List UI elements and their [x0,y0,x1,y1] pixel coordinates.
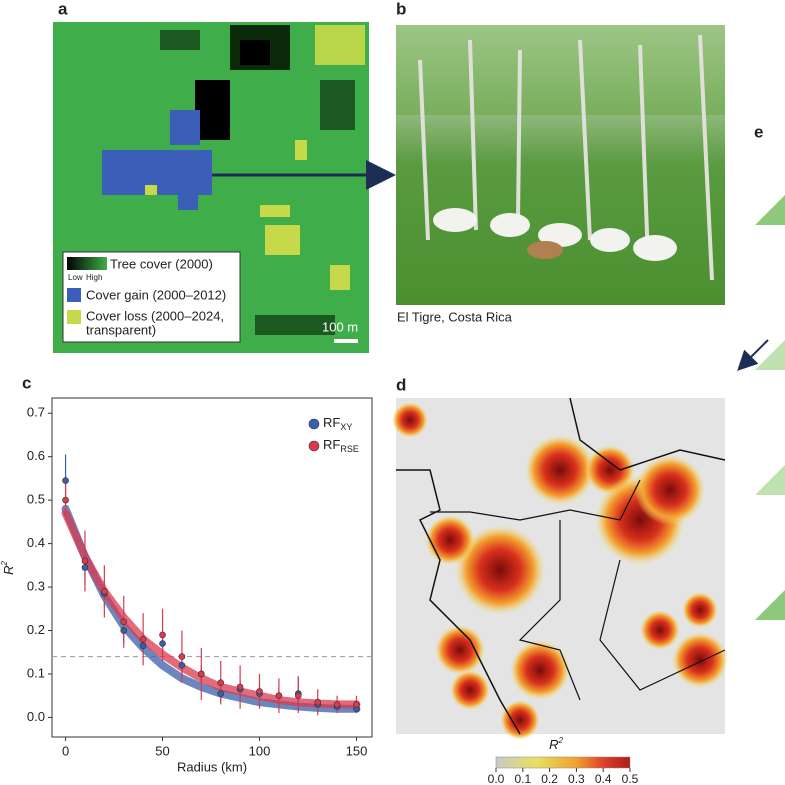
point [159,640,166,647]
legend-text: High [86,273,102,282]
point [139,642,147,650]
legend-subscript: RSE [340,444,359,454]
legend-name: RF [323,415,340,430]
point [81,557,89,565]
y-axis-label-text: R [1,566,16,575]
panel-label: b [396,0,406,18]
point [217,690,225,697]
point [120,627,128,634]
point [81,564,89,571]
y-axis-label-sup: 2 [0,561,9,567]
point [159,631,166,639]
colorbar-tick-label: 0.1 [514,772,531,785]
legend-text: Cover loss (2000–2024, [86,308,224,323]
panel-label: a [58,0,68,18]
y-tick-label: 0.2 [27,622,45,637]
y-tick-label: 0.5 [27,492,45,507]
map-d [392,397,728,740]
y-axis-label: R2 [0,561,16,575]
legend-subscript: XY [340,422,352,432]
point [295,692,302,700]
scale-label: 100 m [322,319,358,334]
caption: El Tigre, Costa Rica [397,309,513,324]
legend-text: RFRSE [323,437,359,454]
point [236,683,244,691]
point [62,477,69,484]
colorbar-tick-label: 0.3 [568,772,585,785]
point [62,496,69,504]
point [256,688,263,695]
panel-label: d [396,375,406,394]
legend-text: Cover gain (2000–2012) [86,287,226,302]
x-tick-label: 100 [249,743,271,758]
y-tick-label: 0.3 [27,578,45,593]
x-axis-label: Radius (km) [177,759,247,774]
legend-text: Tree cover (2000) [110,256,213,271]
x-tick-label: 50 [155,743,169,758]
point [120,618,128,626]
x-tick-label: 0 [62,743,69,758]
legend-a: Tree cover (2000) Low High Cover gain (2… [62,251,241,343]
point [139,635,147,643]
legend-text: RFXY [323,415,352,432]
legend-name: RF [323,437,340,452]
colorbar-tick-label: 0.2 [541,772,558,785]
scale-bar [334,339,358,343]
colorbar-tick-label: 0.0 [488,772,505,785]
point [217,679,225,686]
panel-label: e [754,122,763,141]
panel-e-shapes [737,195,785,620]
colorbar-tick-label: 0.5 [622,772,639,785]
colorbar-tick-label: 0.4 [595,772,612,785]
point [178,661,186,669]
y-tick-label: 0.6 [27,448,45,463]
legend-text: Low [68,273,83,282]
plot-frame [51,397,373,738]
point [333,701,341,708]
legend-marker [308,440,320,452]
point [275,692,283,700]
colorbar: R2 0.0 0.1 0.2 0.3 0.4 0.5 [488,736,639,785]
fit-curve [61,509,361,709]
panel-label: c [22,373,31,392]
point [178,653,186,660]
y-tick-label: 0.1 [27,665,45,680]
y-tick-label: 0.0 [27,709,45,724]
colorbar-label: R2 [549,736,563,752]
point [353,701,360,708]
point [314,698,321,706]
chart: 0.0 0.1 0.2 0.3 0.4 0.5 0.6 0.7 0 50 100 150 Radius … [0,397,373,774]
photo [396,25,725,305]
y-tick-label: 0.7 [27,405,45,420]
point [101,588,108,595]
point [198,670,205,678]
legend-marker [308,418,320,430]
legend-text: transparent) [86,322,156,337]
y-tick-label: 0.4 [27,535,45,550]
x-tick-label: 150 [346,743,368,758]
